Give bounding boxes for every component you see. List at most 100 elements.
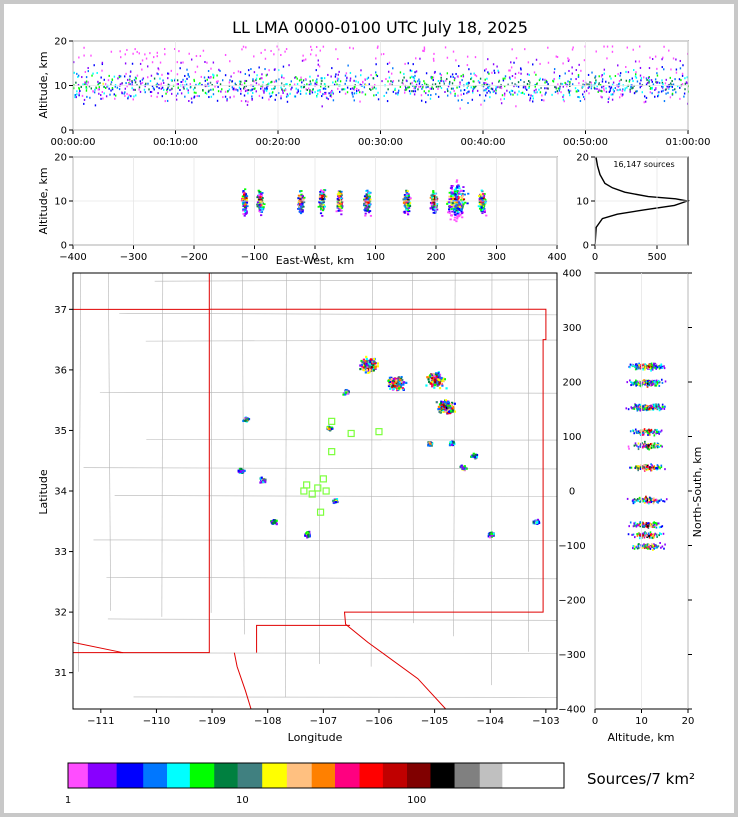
plan-view-source	[437, 408, 440, 411]
time-height-source	[273, 80, 276, 83]
time-height-source	[409, 92, 412, 95]
plan-view-tick-label-y: 33	[54, 547, 67, 558]
ew-altitude-source	[451, 202, 454, 205]
time-height-source	[455, 72, 457, 75]
time-height-source	[316, 92, 319, 95]
time-height-source	[161, 95, 164, 98]
time-height-source	[330, 95, 333, 98]
time-height-source	[640, 77, 643, 80]
time-height-source	[612, 81, 615, 84]
time-height-source	[432, 79, 434, 82]
time-height-source	[462, 75, 465, 78]
ew-altitude-source	[257, 189, 260, 192]
time-height-source	[351, 87, 354, 90]
time-height-source	[470, 76, 473, 79]
time-height-source	[105, 95, 108, 98]
ew-altitude-source	[319, 207, 323, 210]
time-height-source	[286, 100, 289, 103]
ew-altitude-source	[458, 187, 461, 190]
altitude-ns-source	[650, 499, 652, 502]
plan-view-source	[305, 532, 308, 535]
ew-altitude-source	[455, 220, 458, 223]
ew-altitude-tick-label-x: −300	[120, 252, 147, 263]
time-height-source	[620, 78, 622, 81]
time-height-source	[124, 62, 127, 65]
time-height-source	[437, 80, 440, 83]
plan-view-source	[536, 518, 540, 522]
ew-altitude-source	[364, 204, 367, 207]
time-height-source	[119, 75, 122, 78]
ew-altitude-source	[461, 207, 464, 209]
ew-altitude-source	[243, 192, 246, 194]
altitude-ns-source	[646, 431, 649, 434]
ew-altitude-source	[477, 205, 480, 208]
time-height-source	[414, 87, 417, 90]
altitude-ns-source	[648, 448, 650, 451]
time-height-source	[621, 94, 623, 97]
time-height-source	[433, 52, 435, 55]
time-height-source	[296, 91, 298, 94]
time-height-source	[101, 63, 104, 66]
time-height-source	[320, 85, 322, 88]
altitude-ns-source	[650, 446, 653, 449]
plan-view-source	[389, 387, 392, 390]
altitude-ns-source	[642, 363, 644, 366]
time-height-source	[567, 89, 570, 92]
time-height-source	[241, 83, 243, 86]
time-height-source	[360, 74, 362, 77]
plan-view-source	[437, 371, 440, 374]
ew-altitude-source	[259, 192, 263, 195]
time-height-source	[321, 77, 323, 80]
time-height-source	[679, 86, 681, 89]
plan-view-source	[240, 467, 243, 471]
time-height-source	[601, 78, 604, 81]
time-height-source	[375, 63, 377, 66]
time-height-source	[414, 71, 416, 74]
time-height-source	[297, 90, 299, 93]
time-height-source	[76, 72, 78, 75]
ew-altitude-source	[256, 205, 259, 208]
ew-altitude-source	[432, 191, 435, 194]
time-height-source	[414, 80, 417, 83]
time-height-source	[489, 91, 491, 94]
time-height-source	[477, 79, 480, 82]
plan-view-source	[449, 403, 453, 406]
altitude-ns-source	[644, 404, 646, 407]
altitude-ns-source	[641, 446, 644, 449]
time-height-source	[240, 89, 242, 92]
plan-view-source	[275, 523, 278, 526]
altitude-ns-source	[629, 466, 631, 469]
time-height-source	[201, 83, 203, 86]
time-height-source	[316, 95, 318, 98]
time-height-source	[474, 86, 476, 89]
time-height-source	[559, 87, 561, 90]
time-height-source	[108, 74, 110, 77]
ew-altitude-source	[243, 205, 246, 207]
time-height-source	[617, 64, 619, 67]
time-height-source	[267, 83, 269, 86]
time-height-source	[349, 77, 352, 80]
altitude-ns-source	[637, 524, 639, 527]
time-height-source	[459, 107, 461, 110]
altitude-ns-source	[653, 442, 656, 445]
plan-view-source	[433, 375, 436, 378]
state-border-az-mexico	[73, 641, 124, 654]
time-height-source	[229, 79, 231, 82]
ew-altitude-source	[337, 209, 340, 212]
time-height-source	[74, 93, 77, 96]
altitude-ns-source	[651, 365, 654, 368]
time-height-source	[260, 87, 262, 90]
time-height-source	[594, 75, 597, 78]
time-height-source	[578, 82, 580, 85]
time-height-source	[90, 87, 93, 90]
altitude-ns-source	[655, 382, 657, 385]
time-height-source	[109, 93, 111, 96]
plan-view-source	[443, 378, 447, 381]
plan-view-source	[433, 383, 437, 387]
plan-view-source	[400, 381, 403, 384]
county-line	[119, 313, 557, 316]
time-height-source	[331, 89, 333, 92]
plan-view-source	[391, 386, 394, 389]
altitude-ns-source	[652, 466, 655, 469]
time-height-source	[268, 82, 270, 85]
